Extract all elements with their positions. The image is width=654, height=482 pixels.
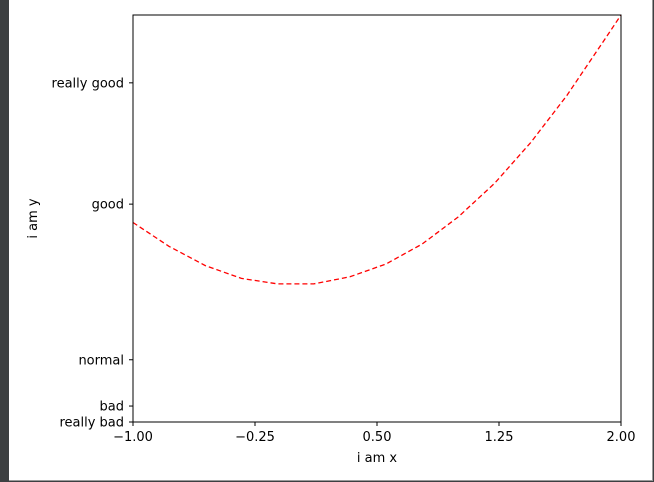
x-axis-label: i am x [357,451,398,466]
series-layer [132,14,622,285]
y-tick-label: really bad [59,416,124,431]
x-tick-label: 0.50 [363,430,392,445]
figure-window: −1.00 −0.25 0.50 1.25 2.00 really bad bad norma… [9,0,653,481]
x-tick-label: −1.00 [113,430,153,445]
plot-area-frame [132,14,622,423]
x-tick-label: 2.00 [607,430,636,445]
y-tick-label: bad [100,400,124,415]
x-tick-label: −0.25 [235,430,275,445]
y-tick-label: good [92,198,124,213]
y-tick-label: normal [78,353,124,368]
series-line-1 [132,14,622,285]
y-tick-label: really good [52,76,124,91]
y-axis-label: i am y [26,198,41,239]
x-tick-label: 1.25 [485,430,514,445]
